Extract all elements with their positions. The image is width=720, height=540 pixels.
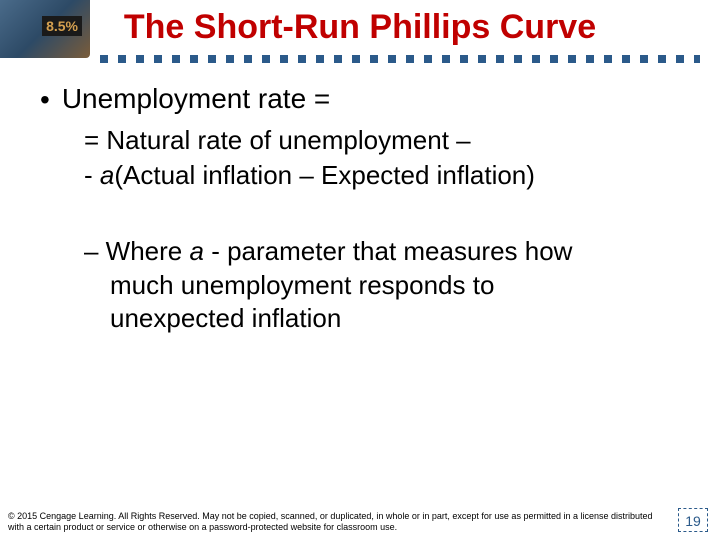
copyright-footer: © 2015 Cengage Learning. All Rights Rese… [8,511,660,532]
bullet-marker: • [40,83,50,117]
page-number-badge: 19 [678,508,708,532]
slide-title: The Short-Run Phillips Curve [0,0,720,47]
formula-rest: (Actual inflation – Expected inflation) [114,160,535,190]
explanation-line-2: much unemployment responds to [40,269,680,303]
explain-variable-a: a [190,236,204,266]
bullet-main-text: Unemployment rate = [62,83,330,115]
content-region: • Unemployment rate = = Natural rate of … [0,63,720,336]
title-divider [100,55,700,63]
explain-prefix: – Where [84,236,190,266]
explanation-line-1: – Where a - parameter that measures how [40,235,680,269]
formula-line-1: = Natural rate of unemployment – [40,123,680,158]
formula-prefix: - [84,160,100,190]
slide-container: The Short-Run Phillips Curve • Unemploym… [0,0,720,540]
explain-rest-1: - parameter that measures how [204,236,573,266]
explanation-line-3: unexpected inflation [40,302,680,336]
bullet-main-row: • Unemployment rate = [40,83,680,117]
header-thumbnail-image [0,0,90,58]
formula-line-2: - a(Actual inflation – Expected inflatio… [40,158,680,193]
formula-variable-a: a [100,160,114,190]
